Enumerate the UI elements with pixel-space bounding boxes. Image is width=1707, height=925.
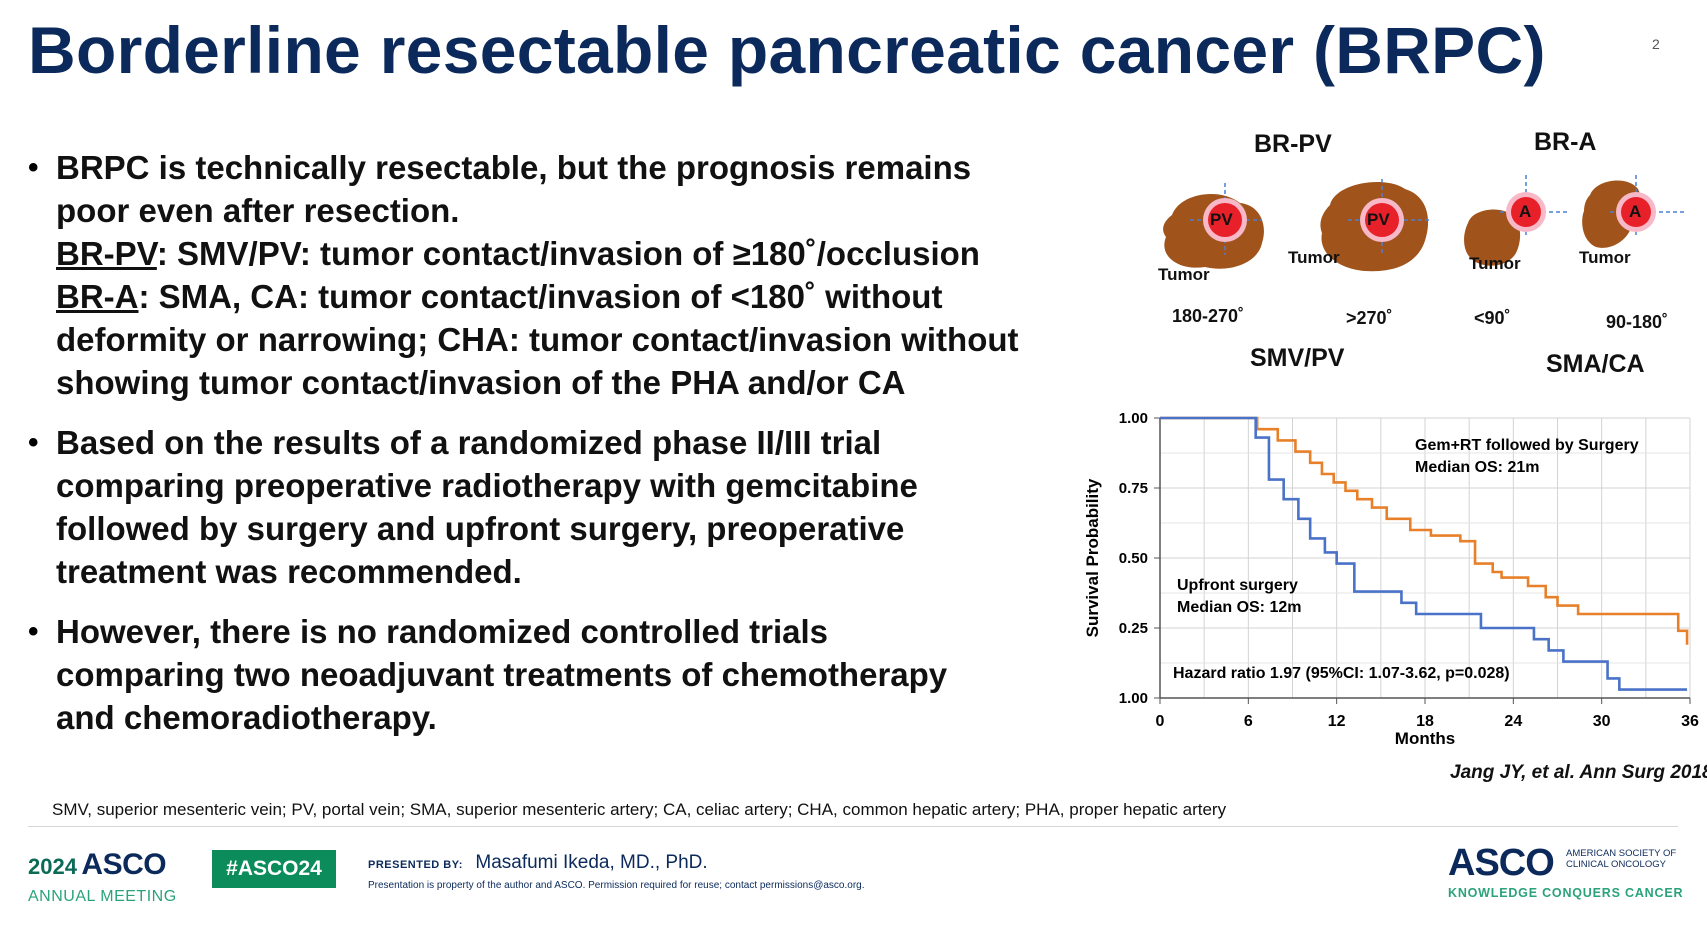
meeting-year: 2024 [28, 854, 77, 879]
bullet-text: BRPC is technically resectable, but the … [56, 146, 1019, 404]
y-axis-label: Survival Probability [1083, 478, 1102, 637]
x-tick-label: 36 [1681, 713, 1699, 730]
hazard-ratio-annotation: Hazard ratio 1.97 (95%CI: 1.07-3.62, p=0… [1173, 665, 1510, 682]
bullet-line: However, there is no randomized controll… [56, 613, 829, 650]
smv-pv-heading: SMV/PV [1250, 344, 1345, 372]
meeting-org: ASCO [81, 848, 167, 881]
bullet-line: and chemoradiotherapy. [56, 699, 437, 736]
y-tick-label: 0.25 [1119, 620, 1148, 637]
asco-full-name: AMERICAN SOCIETY OF CLINICAL ONCOLOGY [1566, 848, 1677, 870]
tumor-label: Tumor [1288, 248, 1340, 267]
br-a-definition: BR-A: SMA, CA: tumor contact/invasion of… [56, 275, 1019, 318]
citation: Jang JY, et al. Ann Surg 2018 [1450, 762, 1707, 783]
meeting-name: ANNUAL MEETING [28, 888, 177, 905]
tumor-under-90 [1464, 175, 1570, 266]
presented-by-label: PRESENTED BY: [368, 859, 463, 871]
bullet-line: comparing two neoadjuvant treatments of … [56, 656, 948, 693]
pv-label: PV [1210, 210, 1233, 229]
bullet-marker: • [28, 615, 39, 648]
bullet-item: • However, there is no randomized contro… [28, 610, 1118, 739]
pv-label: PV [1367, 210, 1390, 229]
slide-number: 2 [1652, 36, 1660, 52]
gem-rt-median: Median OS: 21m [1415, 459, 1539, 476]
x-tick-label: 24 [1504, 713, 1522, 730]
presenter-name: Masafumi Ikeda, MD., PhD. [475, 852, 708, 873]
upfront-median: Median OS: 12m [1177, 599, 1301, 616]
survival-curve-upfront [1160, 416, 1688, 691]
bullet-line: deformity or narrowing; CHA: tumor conta… [56, 321, 1019, 358]
bullet-line: BRPC is technically resectable, but the … [56, 149, 972, 186]
br-pv-text: : SMV/PV: tumor contact/invasion of ≥180… [156, 235, 980, 272]
presenter-line: PRESENTED BY: Masafumi Ikeda, MD., PhD. [368, 852, 708, 874]
bullet-line: Based on the results of a randomized pha… [56, 424, 882, 461]
a-label: A [1519, 202, 1532, 221]
slide-title: Borderline resectable pancreatic cancer … [28, 13, 1546, 87]
upfront-annotation: Upfront surgery [1177, 577, 1298, 594]
br-a-term: BR-A [56, 278, 139, 315]
asco-logo-text: ASCO [1448, 842, 1555, 884]
tumor-over-270 [1320, 179, 1430, 272]
bullet-line: poor even after resection. [56, 192, 460, 229]
bullet-list: • BRPC is technically resectable, but th… [28, 146, 1118, 756]
angle-label: 180-270˚ [1172, 306, 1245, 326]
bullet-text: Based on the results of a randomized pha… [56, 421, 918, 593]
br-pv-term: BR-PV [56, 235, 157, 272]
tumor-label: Tumor [1469, 254, 1521, 273]
hashtag-badge: #ASCO24 [212, 850, 336, 888]
tumor-180-270 [1163, 183, 1264, 269]
footer-divider [28, 826, 1678, 827]
x-tick-label: 0 [1156, 713, 1165, 730]
tumor-90-180 [1582, 175, 1686, 248]
bullet-marker: • [28, 151, 39, 184]
asco-tagline: KNOWLEDGE CONQUERS CANCER [1448, 886, 1684, 900]
survival-curve-gem-rt [1160, 416, 1689, 645]
x-axis-label: Months [1395, 729, 1455, 748]
br-a-text: : SMA, CA: tumor contact/invasion of <18… [138, 278, 943, 315]
survival-chart: 0 6 12 18 24 30 36 1.00 0.25 0.50 0.75 1.00 Months Su… [1070, 398, 1707, 798]
a-label: A [1629, 202, 1642, 221]
annual-meeting-logo: 2024 ASCO ANNUAL MEETING [28, 848, 176, 905]
y-tick-label: 0.75 [1119, 480, 1148, 497]
tumor-label: Tumor [1158, 265, 1210, 284]
tumor-label: Tumor [1579, 248, 1631, 267]
bullet-line: treatment was recommended. [56, 553, 522, 590]
angle-label: <90˚ [1474, 308, 1511, 328]
x-tick-label: 30 [1593, 713, 1611, 730]
angle-label: 90-180˚ [1606, 312, 1669, 332]
bullet-marker: • [28, 426, 39, 459]
gem-rt-annotation: Gem+RT followed by Surgery [1415, 437, 1639, 454]
tumor-diagram-svg [1163, 175, 1686, 272]
bullet-text: However, there is no randomized controll… [56, 610, 947, 739]
x-tick-label: 12 [1328, 713, 1346, 730]
bullet-line: followed by surgery and upfront surgery,… [56, 510, 905, 547]
survival-chart-svg: 0 6 12 18 24 30 36 1.00 0.25 0.50 0.75 1.00 Months Su… [1083, 410, 1699, 748]
sma-ca-heading: SMA/CA [1546, 350, 1645, 378]
property-note: Presentation is property of the author a… [368, 880, 865, 891]
angle-label: >270˚ [1346, 308, 1393, 328]
y-tick-label: 1.00 [1119, 410, 1148, 427]
bullet-line: showing tumor contact/invasion of the PH… [56, 364, 906, 401]
bullet-item: • BRPC is technically resectable, but th… [28, 146, 1118, 404]
vessel-involvement-diagram: BR-PV BR-A PV PV A A Tumor T [1150, 128, 1700, 390]
x-tick-label: 6 [1244, 713, 1253, 730]
y-tick-label: 1.00 [1119, 690, 1148, 707]
bullet-item: • Based on the results of a randomized p… [28, 421, 1118, 593]
x-tick-label: 18 [1416, 713, 1434, 730]
br-a-heading: BR-A [1534, 128, 1597, 156]
y-tick-label: 0.50 [1119, 550, 1148, 567]
asco-logo: ASCO AMERICAN SOCIETY OF CLINICAL ONCOLO… [1448, 842, 1688, 900]
br-pv-definition: BR-PV: SMV/PV: tumor contact/invasion of… [56, 232, 1019, 275]
abbreviations-footnote: SMV, superior mesenteric vein; PV, porta… [52, 800, 1227, 819]
br-pv-heading: BR-PV [1254, 130, 1332, 158]
bullet-line: comparing preoperative radiotherapy with… [56, 467, 918, 504]
